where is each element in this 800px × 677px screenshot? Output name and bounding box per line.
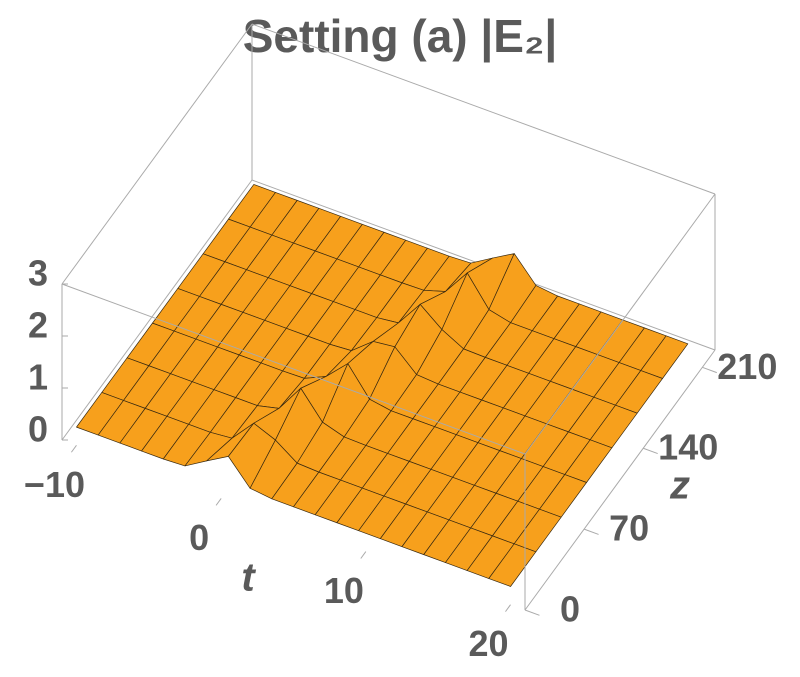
x-tick-label: −10 — [24, 464, 85, 505]
box-edge — [524, 193, 716, 455]
chart-title: Setting (a) |E₂| — [243, 10, 558, 62]
x-tick — [215, 498, 222, 506]
box-edge — [524, 349, 716, 611]
x-tick-label: 20 — [469, 623, 509, 664]
y-tick-label: 140 — [658, 427, 718, 468]
y-tick — [702, 366, 717, 374]
y-tick — [643, 447, 658, 455]
z-tick-label: 1 — [28, 357, 48, 398]
box-edge — [61, 179, 253, 441]
y-tick-label: 70 — [609, 508, 649, 549]
z-tick-label: 0 — [28, 409, 48, 450]
z-tick-label: 2 — [28, 305, 48, 346]
box-edge — [61, 23, 253, 285]
x-axis-label: t — [241, 556, 256, 600]
x-tick — [70, 445, 77, 453]
y-tick — [583, 528, 599, 535]
surface-patch — [488, 543, 537, 587]
z-tick-label: 3 — [28, 253, 48, 294]
x-tick-label: 10 — [324, 570, 364, 611]
y-tick-label: 210 — [717, 346, 777, 387]
box-edge — [251, 23, 716, 195]
x-tick-label: 0 — [189, 517, 209, 558]
y-tick-label: 0 — [560, 589, 580, 630]
box-edge — [61, 283, 526, 455]
y-axis-label: z — [669, 464, 690, 508]
x-tick — [505, 604, 511, 612]
x-tick — [360, 551, 367, 559]
y-tick — [524, 609, 540, 616]
